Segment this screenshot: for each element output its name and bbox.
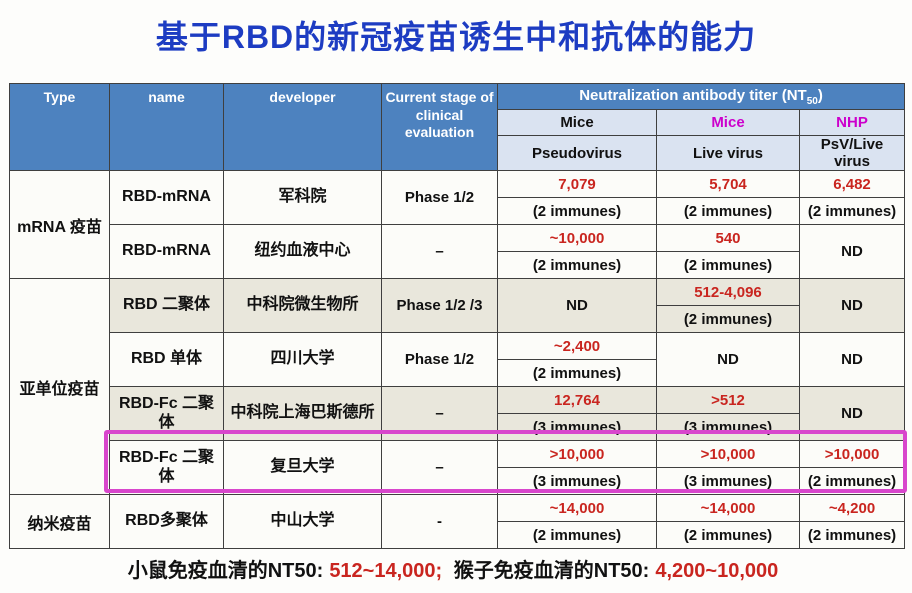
header-row-3: Pseudovirus Live virus PsV/Live virus [10, 135, 906, 171]
vaccine-table: Type name developer Current stage of cli… [9, 83, 906, 549]
stage-cell: - [381, 494, 498, 549]
table-row: 亚单位疫苗 RBD 二聚体 中科院微生物所 Phase 1/2 /3 ND 51… [9, 278, 906, 495]
table-row: RBD-mRNA 纽约血液中心 – ~10,000 540 ND [10, 224, 906, 279]
titer-value-cell: 512-4,096 [656, 278, 800, 306]
titer-value-cell: ~4,200 [798, 494, 906, 522]
immunes-cell: (2 immunes) [798, 197, 906, 225]
developer-cell: 四川大学 [223, 332, 382, 387]
nd-cell: ND [798, 332, 906, 387]
titer-value-cell: 7,079 [497, 170, 657, 198]
name-cell: RBD-mRNA [109, 170, 224, 225]
table-row: (2 immunes) (2 immunes) (2 immunes) [10, 521, 906, 549]
col-header-name: name [109, 83, 224, 171]
page-title: 基于RBD的新冠疫苗诱生中和抗体的能力 [155, 19, 757, 55]
stage-cell: Phase 1/2 [381, 332, 498, 387]
immunes-cell: (2 immunes) [497, 197, 657, 225]
mice-nt50-range: 512~14,000; [329, 560, 443, 582]
titer-value-cell: >10,000 [497, 440, 657, 468]
stage-cell: – [381, 440, 498, 495]
table-row: (2 immunes) (2 immunes) (2 immunes) [10, 197, 906, 225]
type-group-cell: mRNA 疫苗 [9, 170, 110, 279]
header-row-2: Mice Mice NHP [10, 109, 906, 136]
titer-value-cell: 5,704 [656, 170, 800, 198]
titer-value-cell: ~14,000 [656, 494, 800, 522]
immunes-cell: (2 immunes) [798, 467, 906, 495]
titer-value-cell: 6,482 [798, 170, 906, 198]
developer-cell: 纽约血液中心 [223, 224, 382, 279]
stage-cell: Phase 1/2 [381, 170, 498, 225]
table-row-highlighted: RBD-Fc 二聚体 复旦大学 – >10,000 >10,000 >10,00… [10, 440, 906, 495]
immunes-cell: (2 immunes) [656, 251, 800, 279]
immunes-cell: (2 immunes) [497, 251, 657, 279]
immunes-cell: (3 immunes) [497, 467, 657, 495]
col-header-nt50: Neutralization antibody titer (NT50) [496, 83, 906, 110]
header-row-1: Type name developer Current stage of cli… [9, 83, 906, 171]
nd-cell: ND [656, 332, 800, 387]
developer-cell: 军科院 [223, 170, 382, 225]
titer-value-cell: >10,000 [656, 440, 800, 468]
table-row: mRNA 疫苗 RBD-mRNA 军科院 Phase 1/2 7,079 5,7… [9, 170, 906, 279]
col-header-mice-live: Mice [656, 109, 800, 136]
nd-cell: ND [798, 278, 906, 333]
nt50-subscript: 50 [806, 95, 818, 107]
nt50-label: Neutralization antibody titer (NT [579, 86, 807, 104]
titer-value-cell: ~10,000 [497, 224, 657, 252]
mice-label: Mice [711, 114, 745, 131]
stage-cell: Phase 1/2 /3 [381, 278, 498, 333]
titer-value-cell: 12,764 [497, 386, 657, 414]
developer-cell: 复旦大学 [223, 440, 382, 495]
immunes-cell: (2 immunes) [497, 521, 657, 549]
immunes-cell: (2 immunes) [656, 305, 800, 333]
nd-cell: ND [497, 278, 657, 333]
mice-nt50-label: 小鼠免疫血清的NT50: [127, 560, 324, 582]
developer-cell: 中科院上海巴斯德所 [223, 386, 382, 441]
type-group-cell: 纳米疫苗 [9, 494, 110, 549]
col-header-nhp: NHP [798, 109, 906, 136]
immunes-cell: (2 immunes) [798, 521, 906, 549]
immunes-cell: (3 immunes) [497, 413, 657, 441]
name-cell: RBD多聚体 [109, 494, 224, 549]
col-header-mice-psv: Mice [497, 109, 657, 136]
titer-value-cell: ~2,400 [497, 332, 657, 360]
col-header-livevirus: Live virus [656, 135, 800, 171]
developer-cell: 中山大学 [223, 494, 382, 549]
titer-value-cell: >10,000 [798, 440, 906, 468]
immunes-cell: (3 immunes) [656, 413, 800, 441]
col-header-stage: Current stage of clinical evaluation [381, 83, 498, 171]
table-row: RBD-Fc 二聚体 中科院上海巴斯德所 – 12,764 >512 ND [10, 386, 906, 441]
monkey-nt50-range: 4,200~10,000 [655, 560, 779, 582]
immunes-cell: (3 immunes) [656, 467, 800, 495]
name-cell: RBD 二聚体 [109, 278, 224, 333]
immunes-cell: (2 immunes) [497, 359, 657, 387]
table-row: (2 immunes) [10, 359, 905, 387]
titer-value-cell: ~14,000 [497, 494, 657, 522]
immunes-cell: (2 immunes) [656, 521, 800, 549]
name-cell: RBD 单体 [109, 332, 224, 387]
name-cell: RBD-Fc 二聚体 [109, 440, 224, 495]
table-row: 纳米疫苗 RBD多聚体 中山大学 - ~14,000 ~14,000 ~4,20… [9, 494, 906, 549]
titer-value-cell: 540 [656, 224, 800, 252]
table-row: (2 immunes) (2 immunes) [10, 251, 905, 279]
titer-value-cell: >512 [656, 386, 800, 414]
nhp-label: NHP [836, 114, 868, 131]
col-header-type: Type [9, 83, 110, 171]
nt50-label-close: ) [817, 86, 823, 104]
col-header-psv-live: PsV/Live virus [798, 135, 906, 171]
immunes-cell: (2 immunes) [656, 197, 800, 225]
name-cell: RBD-mRNA [109, 224, 224, 279]
footer-summary: 小鼠免疫血清的NT50: 512~14,000; 猴子免疫血清的NT50: 4,20… [0, 554, 912, 583]
type-group-cell: 亚单位疫苗 [9, 278, 110, 495]
stage-cell: – [381, 386, 498, 441]
nd-cell: ND [798, 386, 906, 441]
col-header-pseudovirus: Pseudovirus [497, 135, 657, 171]
monkey-nt50-label: 猴子免疫血清的NT50: [453, 560, 650, 582]
table-row: RBD 单体 四川大学 Phase 1/2 ~2,400 ND ND [10, 332, 906, 387]
col-header-developer: developer [223, 83, 382, 171]
name-cell: RBD-Fc 二聚体 [109, 386, 224, 441]
nd-cell: ND [798, 224, 906, 279]
developer-cell: 中科院微生物所 [223, 278, 382, 333]
stage-cell: – [381, 224, 498, 279]
